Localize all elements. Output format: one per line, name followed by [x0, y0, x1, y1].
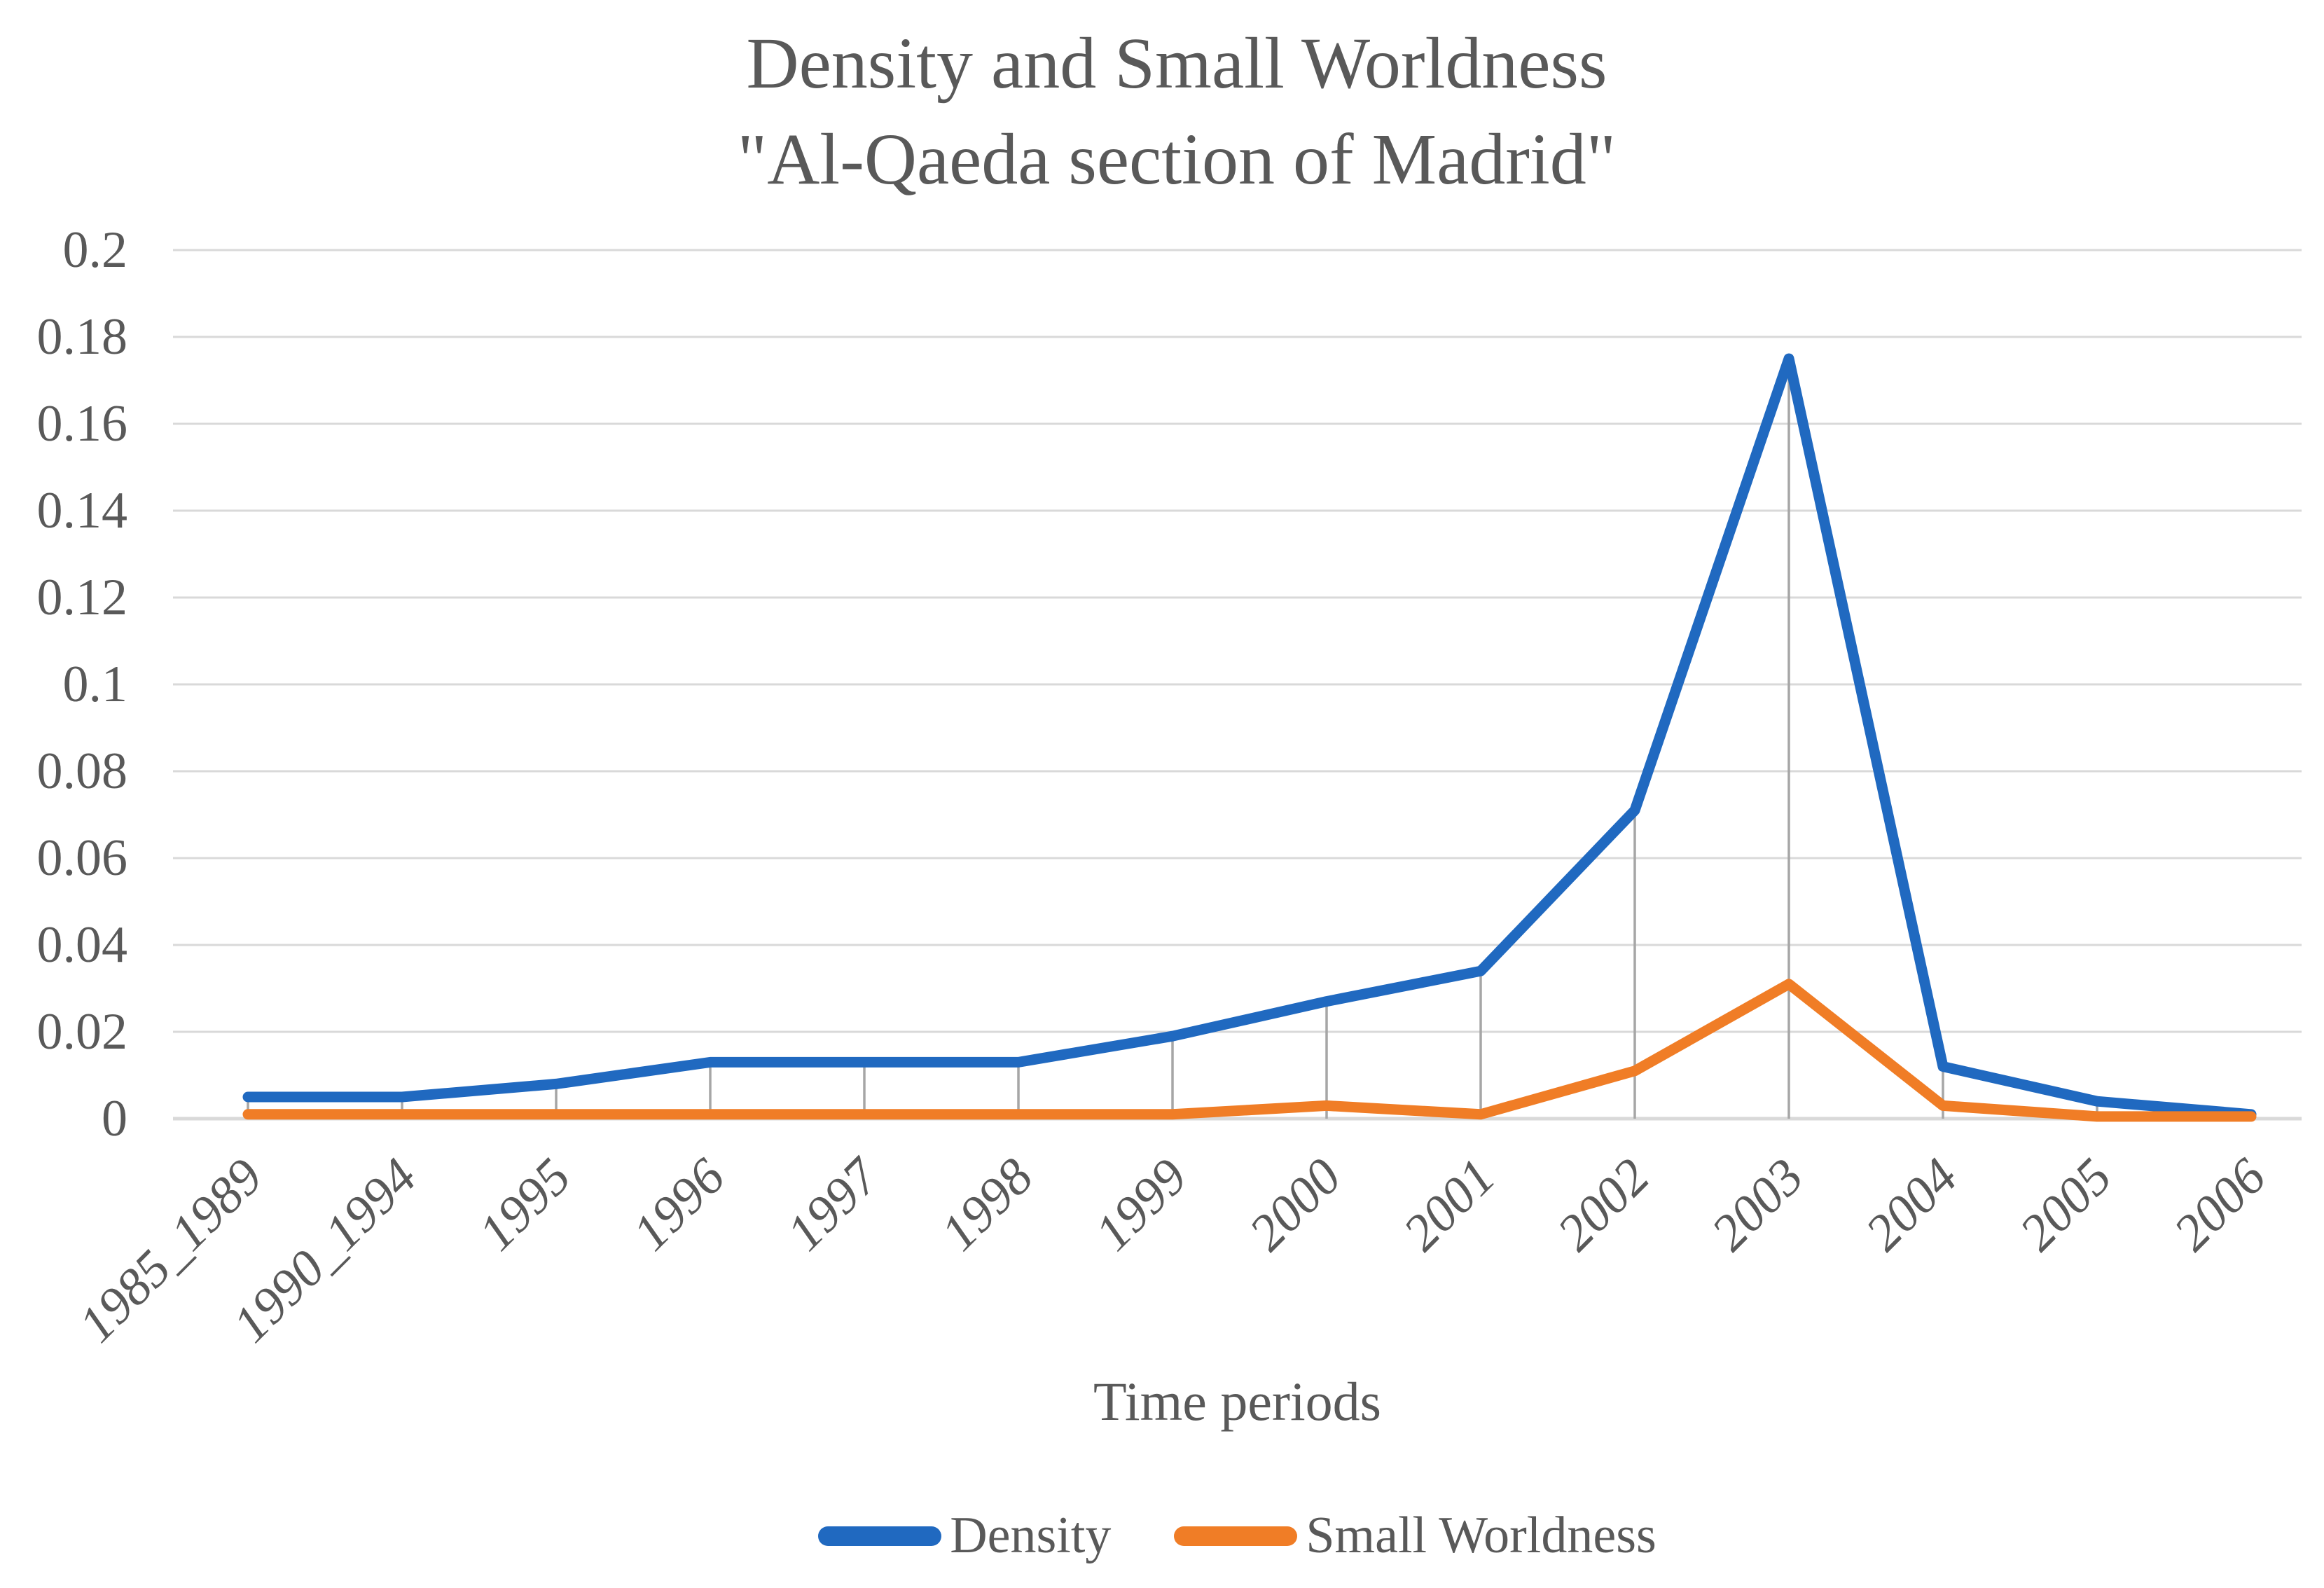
x-axis-title: Time periods: [1093, 1371, 1381, 1432]
chart-title-line1: Density and Small Worldness: [746, 23, 1607, 104]
legend-swatch: [1174, 1526, 1298, 1546]
legend-item-small-worldness: Small Worldness: [1174, 1506, 1656, 1566]
y-tick-label: 0: [102, 1090, 127, 1147]
y-tick-label: 0.18: [36, 308, 128, 366]
y-tick-label: 0.08: [36, 743, 128, 800]
y-tick-label: 0.04: [36, 916, 128, 974]
y-tick-label: 0.06: [36, 829, 128, 887]
series-line-small-worldness: [242, 979, 2257, 1122]
y-tick-label: 0.2: [62, 221, 128, 279]
chart-title-line2: "Al-Qaeda section of Madrid": [737, 119, 1617, 200]
legend-swatch: [818, 1526, 942, 1546]
y-tick-label: 0.12: [36, 569, 128, 626]
legend-label: Small Worldness: [1306, 1507, 1656, 1564]
y-tick-label: 0.1: [62, 656, 128, 713]
legend-label: Density: [950, 1507, 1112, 1564]
y-tick-label: 0.14: [36, 482, 128, 539]
legend: Density Small Worldness: [173, 1506, 2302, 1566]
chart-title: Density and Small Worldness "Al-Qaeda se…: [42, 15, 2311, 207]
y-tick-label: 0.16: [36, 395, 128, 453]
legend-item-density: Density: [818, 1506, 1111, 1566]
y-tick-label: 0.02: [36, 1003, 128, 1061]
series-line-density: [242, 353, 2257, 1120]
